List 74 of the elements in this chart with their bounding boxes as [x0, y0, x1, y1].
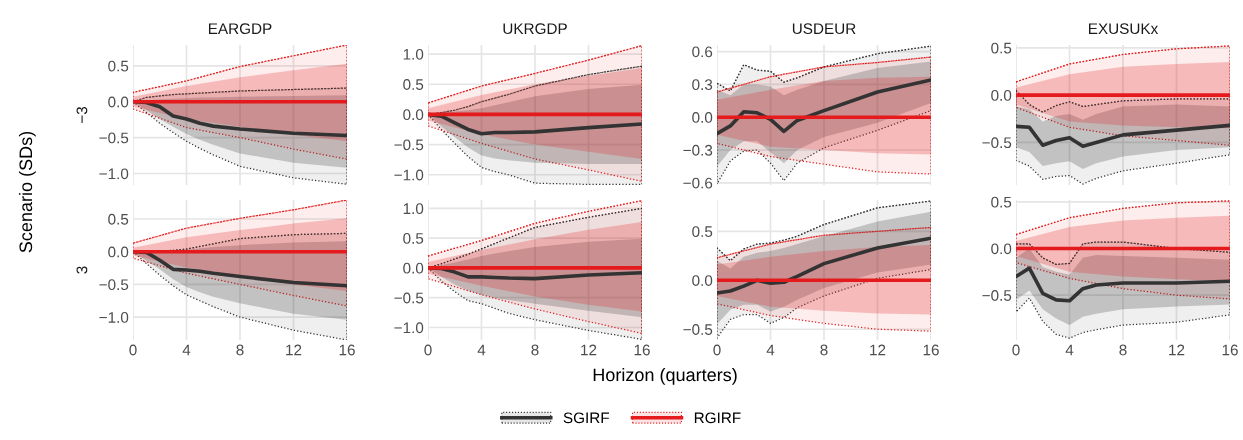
- legend-label: RGIRF: [694, 412, 741, 424]
- x-tick-label: 4: [1065, 344, 1074, 356]
- x-tick-label: 8: [1119, 344, 1127, 356]
- y-tick-label: 0.0: [403, 262, 424, 274]
- x-tick-label: 12: [581, 344, 597, 356]
- x-tick-label: 12: [286, 344, 302, 356]
- x-tick-label: 12: [1169, 344, 1185, 356]
- y-tick-label: 0.3: [692, 79, 713, 91]
- y-tick-label: 0.5: [403, 233, 424, 244]
- y-tick-label: 0.0: [692, 275, 713, 286]
- y-tick-label: 0.5: [692, 226, 713, 238]
- y-tick-label: −0.5: [394, 139, 424, 151]
- y-tick-label: −1.0: [394, 322, 424, 334]
- y-tick-label: −1.0: [99, 168, 129, 180]
- chart-title: EARGDP: [208, 23, 272, 35]
- y-tick-label: −0.6: [683, 177, 713, 189]
- y-axis-title: −3: [76, 106, 88, 123]
- x-tick-label: 0: [129, 344, 137, 356]
- y-tick-label: −1.0: [99, 311, 129, 323]
- x-tick-label: 4: [477, 344, 486, 356]
- y-tick-label: −1.0: [394, 169, 424, 181]
- text: Scenario (SDs): [18, 131, 36, 253]
- y-tick-label: 1.0: [403, 203, 424, 215]
- line-series: [717, 200, 931, 262]
- x-axis-title: Horizon (quarters): [593, 368, 737, 385]
- y-tick-label: 0.5: [108, 213, 129, 225]
- y-tick-label: 0.5: [991, 196, 1012, 208]
- y-tick-label: 0.0: [108, 96, 129, 108]
- line-series: [428, 200, 642, 257]
- y-tick-label: −0.3: [683, 144, 713, 156]
- y-tick-label: −0.5: [982, 290, 1012, 301]
- x-tick-label: 0: [1012, 344, 1020, 356]
- chart-title: USDEUR: [792, 23, 856, 35]
- x-tick-label: 16: [1222, 344, 1238, 356]
- y-tick-label: −0.5: [99, 279, 129, 291]
- line-series: [1016, 266, 1230, 303]
- y-tick-label: −0.5: [982, 137, 1012, 149]
- x-tick-label: 16: [634, 344, 650, 356]
- line-series: [1016, 241, 1230, 266]
- y-tick-label: −0.5: [683, 324, 713, 335]
- y-tick-label: −0.5: [394, 292, 424, 304]
- chart-title: UKRGDP: [503, 23, 567, 35]
- legend-label: SGIRF: [563, 412, 610, 424]
- y-tick-label: 1.0: [403, 48, 424, 60]
- line-series: [133, 45, 347, 94]
- y-tick-label: 0.0: [108, 246, 129, 258]
- line-series: [717, 45, 931, 92]
- y-tick-label: −0.5: [99, 132, 129, 144]
- y-tick-label: 0.6: [692, 46, 713, 58]
- x-tick-label: 16: [923, 344, 939, 356]
- x-tick-label: 8: [236, 344, 244, 356]
- x-tick-label: 8: [820, 344, 828, 356]
- x-tick-label: 16: [339, 344, 355, 356]
- x-tick-label: 12: [870, 344, 886, 356]
- line-series: [428, 45, 642, 104]
- line-series: [1016, 89, 1230, 113]
- y-axis-title: 3: [76, 266, 88, 274]
- y-tick-label: 0.0: [403, 109, 424, 121]
- x-tick-label: 0: [713, 344, 721, 356]
- line-series: [717, 56, 931, 93]
- y-tick-label: 0.5: [991, 42, 1012, 54]
- y-tick-label: 0.5: [403, 79, 424, 90]
- x-tick-label: 4: [182, 344, 191, 356]
- x-tick-label: 0: [424, 344, 432, 356]
- chart-title: EXUSUKx: [1089, 23, 1159, 35]
- line-series: [717, 226, 931, 259]
- y-tick-label: 0.0: [692, 112, 713, 123]
- line-series: [133, 200, 347, 244]
- y-tick-label: 0.0: [991, 243, 1012, 255]
- x-tick-label: 8: [531, 344, 539, 356]
- y-tick-label: 0.5: [108, 60, 129, 72]
- y-tick-label: 0.0: [991, 90, 1012, 101]
- x-tick-label: 4: [766, 344, 775, 356]
- line-series: [1016, 123, 1230, 149]
